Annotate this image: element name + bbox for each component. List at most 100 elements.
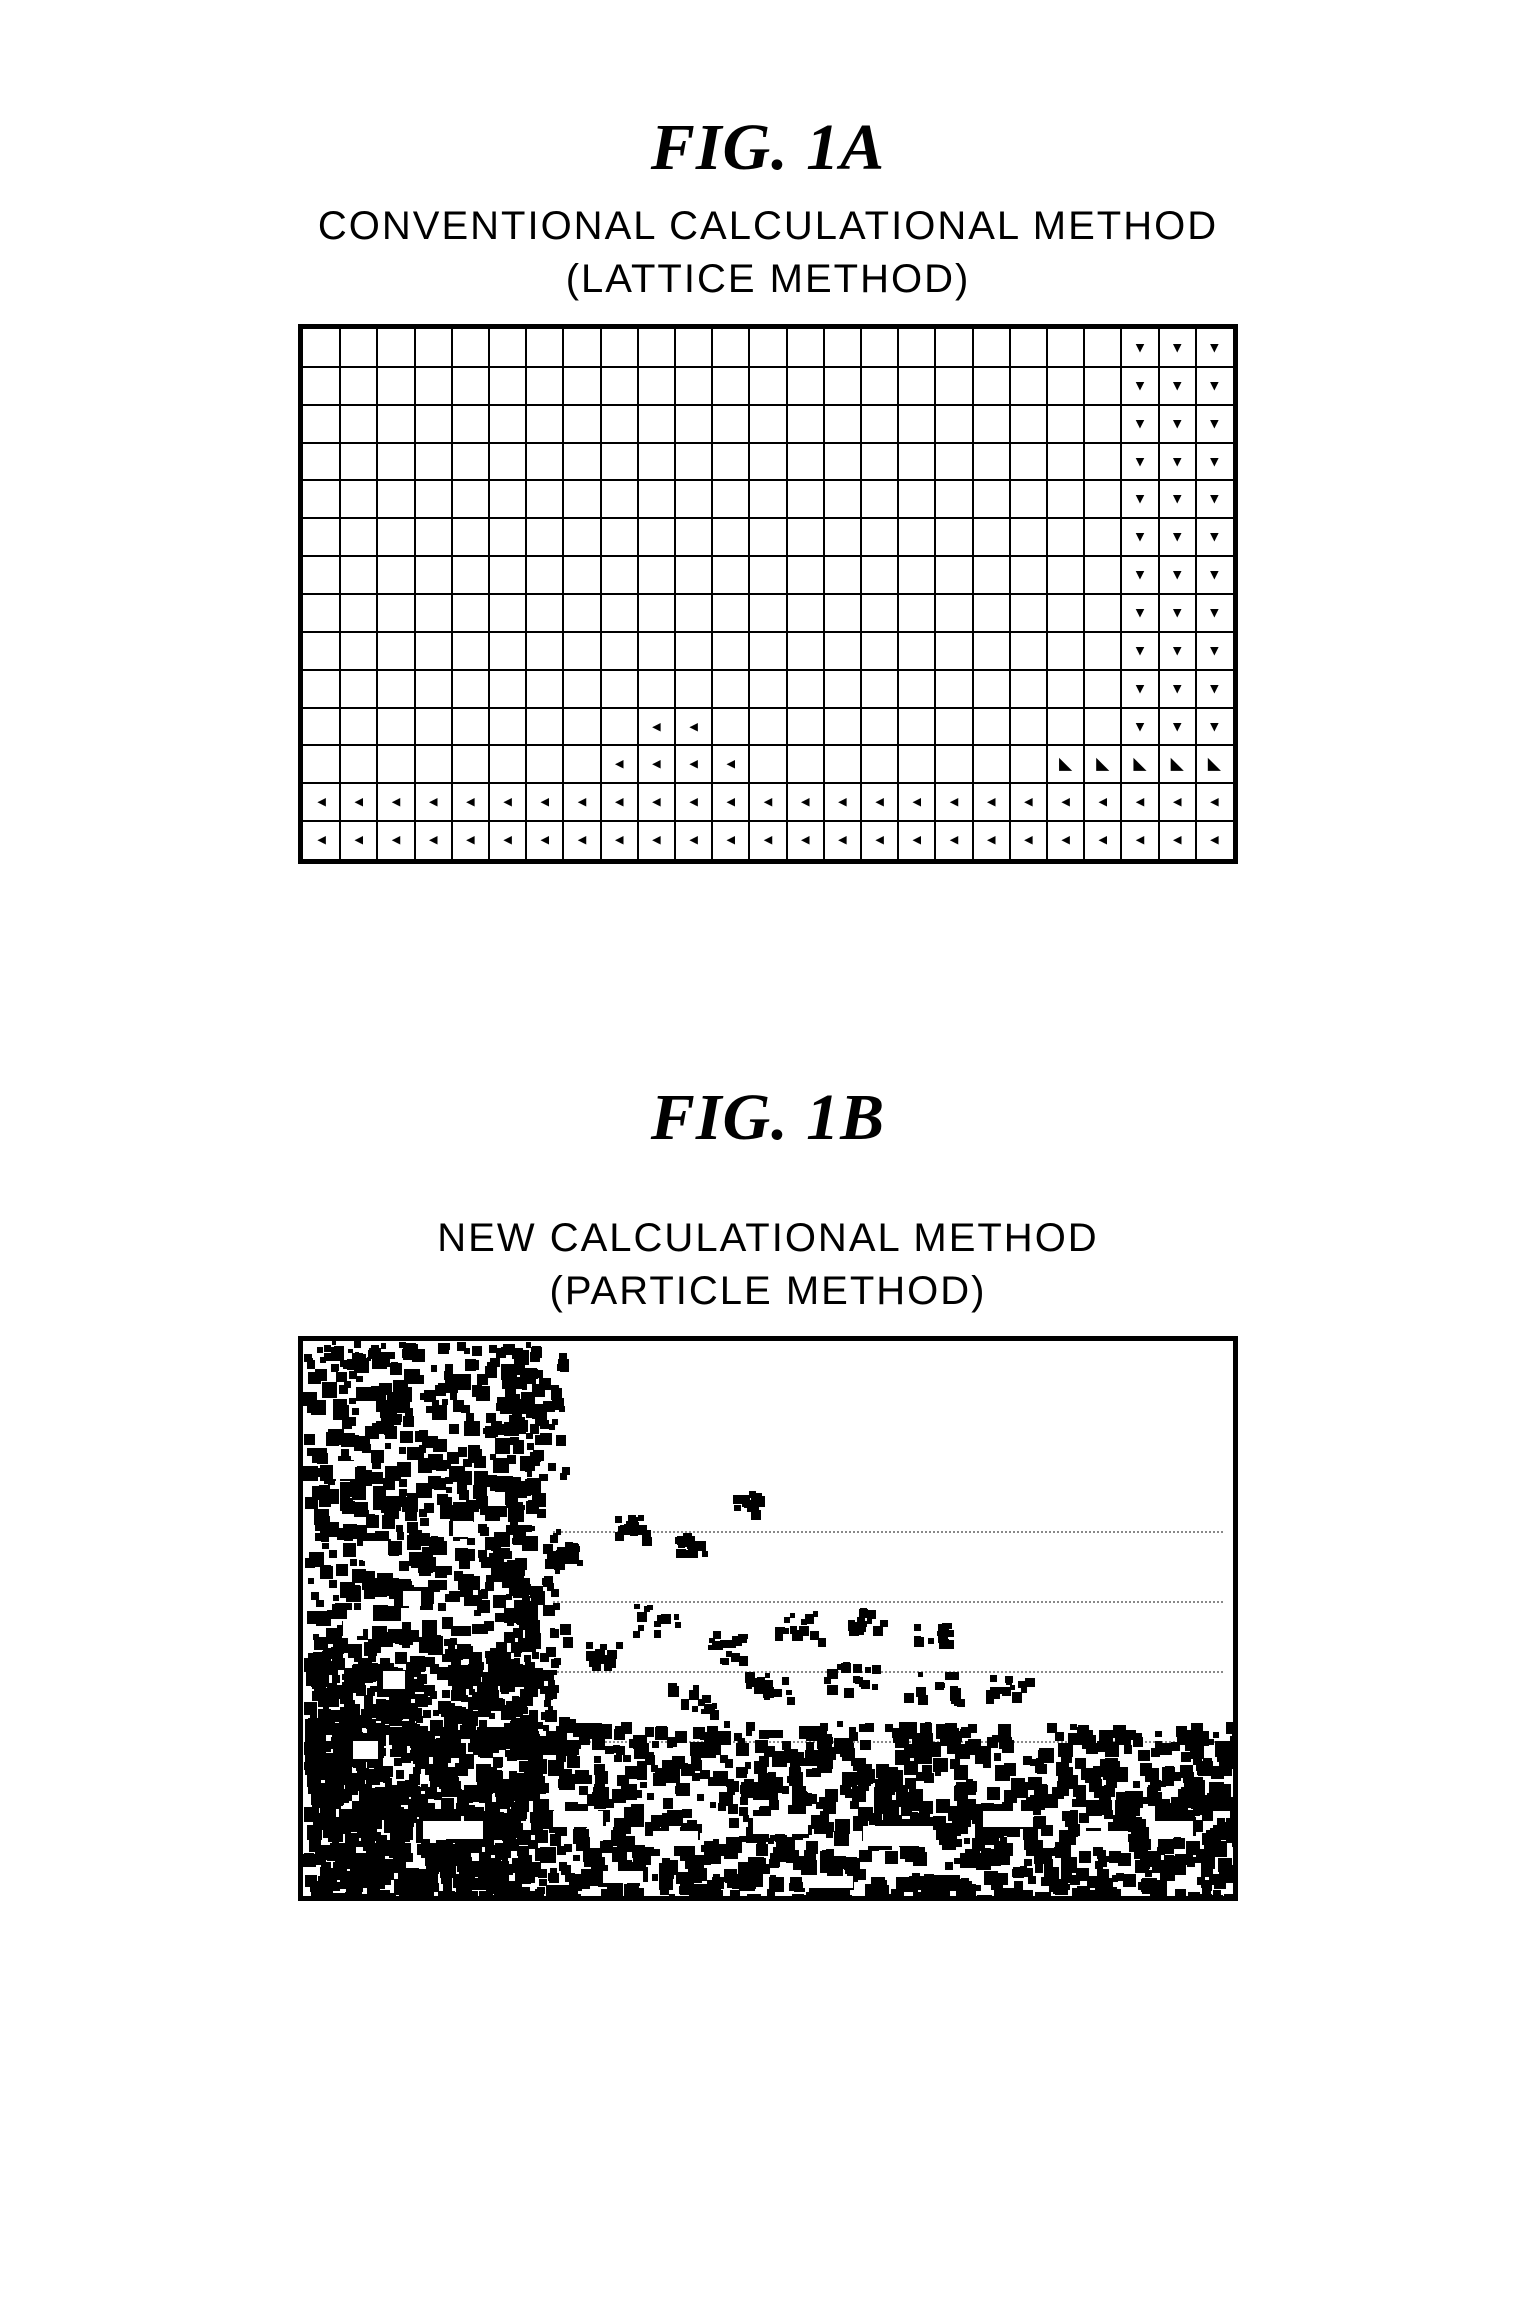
particle [399, 1811, 414, 1826]
particle [970, 1745, 977, 1752]
particle [496, 1642, 507, 1653]
particle [516, 1612, 528, 1624]
particle [560, 1473, 567, 1480]
particle [695, 1541, 705, 1551]
particle [430, 1664, 440, 1674]
particle [760, 1864, 770, 1874]
particle [410, 1710, 421, 1721]
particle [872, 1665, 881, 1674]
particle [615, 1726, 624, 1735]
particle [373, 1605, 389, 1621]
particle [693, 1685, 700, 1692]
particle [310, 1881, 321, 1892]
particle [478, 1550, 486, 1558]
particle [1028, 1876, 1036, 1884]
particle [1021, 1686, 1028, 1693]
particle [405, 1408, 413, 1416]
particle [445, 1364, 452, 1371]
particle [782, 1677, 789, 1684]
particle [433, 1541, 447, 1555]
flow-vector: ▾ [1171, 375, 1184, 397]
flow-vector: ◂ [1133, 829, 1146, 851]
flow-vector: ▾ [1133, 602, 1146, 624]
particle [676, 1875, 685, 1884]
particle [419, 1803, 435, 1819]
particle [549, 1736, 555, 1742]
flow-vector: ◂ [836, 829, 849, 851]
particle [439, 1771, 452, 1784]
particle [1012, 1692, 1023, 1703]
void-gap [353, 1741, 378, 1759]
particle [624, 1807, 637, 1820]
particle [340, 1360, 347, 1367]
particle [512, 1574, 519, 1581]
flow-vector: ◂ [501, 829, 514, 851]
particle [446, 1487, 452, 1493]
particle [481, 1557, 492, 1568]
particle [343, 1797, 350, 1804]
particle [632, 1845, 645, 1858]
flow-vector: ◣ [1059, 753, 1072, 775]
flow-vector: ◂ [910, 791, 923, 813]
particle [1059, 1830, 1071, 1842]
particle [722, 1658, 729, 1665]
particle [443, 1343, 450, 1350]
particle [800, 1895, 811, 1901]
particle [936, 1724, 951, 1739]
particle [765, 1787, 778, 1800]
particle [564, 1844, 572, 1852]
particle [668, 1683, 677, 1692]
particle [806, 1754, 814, 1762]
particle [324, 1345, 331, 1352]
particle [951, 1698, 957, 1704]
flow-vector: ◂ [464, 829, 477, 851]
particle [987, 1787, 1000, 1800]
particle [531, 1591, 545, 1605]
particle [862, 1769, 875, 1782]
particle [630, 1525, 640, 1535]
particle [351, 1648, 362, 1659]
particle [354, 1603, 361, 1610]
particle [336, 1758, 350, 1772]
flow-vector: ▾ [1208, 640, 1221, 662]
particle [607, 1883, 623, 1899]
particle [806, 1841, 818, 1853]
particle [364, 1695, 373, 1704]
particle [768, 1730, 777, 1739]
particle [515, 1806, 525, 1816]
particle [485, 1582, 493, 1590]
figure-1b: FIG. 1B NEW CALCULATIONAL METHOD (PARTIC… [268, 1080, 1268, 1901]
particle [651, 1815, 658, 1822]
particle [1224, 1756, 1238, 1770]
particle [739, 1807, 748, 1816]
particle [361, 1826, 376, 1841]
particle [975, 1748, 991, 1764]
fig-1a-subtitle-1: CONVENTIONAL CALCULATIONAL METHOD [268, 204, 1268, 249]
flow-vector: ◂ [1208, 791, 1221, 813]
particle [460, 1585, 472, 1597]
particle [339, 1346, 344, 1351]
flow-vector: ▾ [1171, 640, 1184, 662]
flow-vector: ◂ [575, 791, 588, 813]
particle [642, 1537, 652, 1547]
particle [1233, 1817, 1238, 1829]
particle [775, 1627, 783, 1635]
particle [1122, 1806, 1136, 1820]
particle [371, 1472, 383, 1484]
particle [637, 1770, 647, 1780]
flow-vector: ▾ [1171, 337, 1184, 359]
particle [811, 1726, 821, 1736]
particle [907, 1877, 919, 1889]
particle [530, 1812, 542, 1824]
particle [954, 1765, 968, 1779]
particle [503, 1818, 514, 1829]
particle [485, 1838, 494, 1847]
particle [676, 1783, 689, 1796]
particle [454, 1571, 463, 1580]
particle [510, 1520, 517, 1527]
particle [736, 1767, 747, 1778]
flow-vector: ◂ [910, 829, 923, 851]
particle [363, 1571, 375, 1583]
particle [935, 1770, 941, 1776]
flow-vector: ▾ [1208, 526, 1221, 548]
